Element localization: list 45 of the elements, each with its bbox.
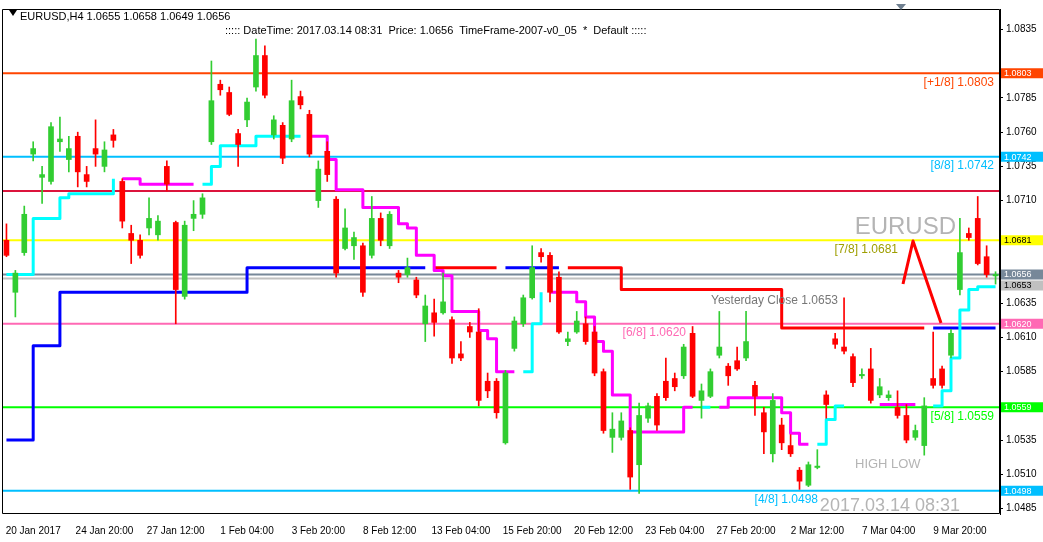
x-tick-label: 20 Feb 12:00 [574,524,634,536]
y-tick-label: 1.0585 [1006,365,1038,377]
y-tick-label: 1.0835 [1006,23,1038,35]
y-tick-label: 1.0635 [1006,296,1038,308]
annotation: [5/8] 1.0559 [930,408,995,423]
ref-line-label: 1.0656 [1004,269,1032,280]
x-tick-label: 3 Feb 20:00 [291,524,346,536]
x-tick-label: 27 Feb 20:00 [716,524,776,536]
y-tick-label: 1.0760 [1006,125,1038,137]
annotation: [4/8] 1.0498 [754,492,819,507]
x-tick-label: 8 Feb 12:00 [362,524,417,536]
x-tick-label: 24 Jan 20:00 [75,524,134,536]
y-tick-label: 1.0785 [1006,91,1038,103]
ref-line-label: 1.0681 [1004,235,1032,246]
chart-title: EURUSD,H4 1.0655 1.0658 1.0649 1.0656 [20,10,231,23]
y-tick-label: 1.0735 [1006,160,1038,172]
annotation: [+1/8] 1.0803 [923,74,995,89]
x-tick-label: 9 Mar 20:00 [933,524,988,536]
x-tick-label: 23 Feb 04:00 [645,524,705,536]
x-tick-label: 13 Feb 04:00 [431,524,491,536]
y-tick-label: 1.0535 [1006,433,1038,445]
ref-line-label: 1.0620 [1004,318,1032,329]
annotation: [7/8] 1.0681 [834,241,899,256]
x-tick-label: 27 Jan 12:00 [146,524,206,536]
y-tick-label: 1.0485 [1006,502,1038,514]
annotation: LOW [891,456,922,471]
annotation: EURUSD [854,212,956,239]
annotation: [8/8] 1.0742 [930,158,995,173]
ref-line-label: 1.0498 [1004,485,1032,496]
ref-line-label: 1.0559 [1004,402,1032,413]
annotation: [6/8] 1.0620 [622,325,687,340]
x-tick-label: 15 Feb 20:00 [502,524,563,536]
x-tick-label: 7 Mar 04:00 [861,524,916,536]
y-tick-label: 1.0710 [1006,194,1038,206]
ref-line-label: 1.0803 [1004,68,1032,79]
annotation: HIGH [855,456,888,471]
x-tick-label: 1 Feb 04:00 [220,524,275,536]
y-tick-label: 1.0510 [1006,468,1038,480]
ref-line-label: 1.0653 [1004,280,1032,291]
x-tick-label: 2 Mar 12:00 [790,524,845,536]
y-tick-label: 1.0610 [1006,331,1038,343]
x-tick-label: 20 Jan 2017 [5,524,62,536]
text: ::::: DateTime: 2017.03.14 08:31 Price: 1.0656 TimeFrame-2007-v0_05 * Default ::::: [225,24,647,37]
ref-line-label: 1.0742 [1004,151,1032,162]
annotation: 2017.03.14 08:31 [819,495,961,515]
